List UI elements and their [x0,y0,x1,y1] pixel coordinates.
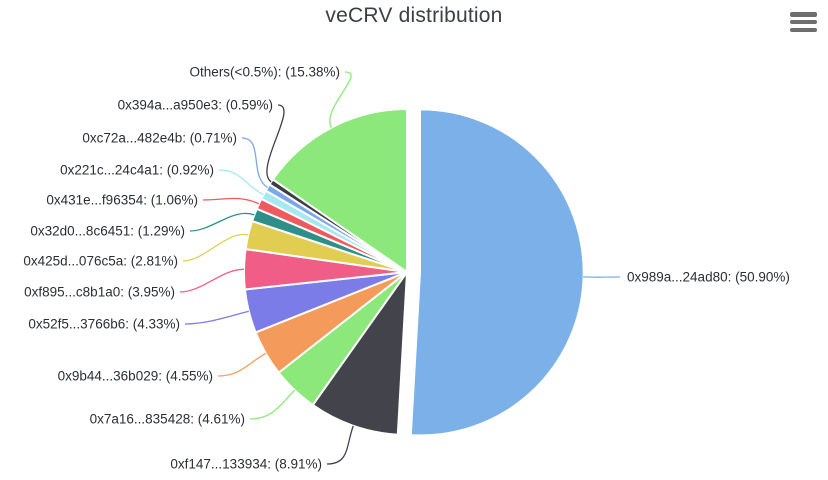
slice-label-5: 0xf895...c8b1a0: (3.95%) [24,285,175,300]
slice-label-4: 0x52f5...3766b6: (4.33%) [28,317,180,332]
menu-bar [790,27,817,33]
label-line-11 [266,104,285,183]
slice-label-8: 0x431e...f96354: (1.06%) [46,193,198,208]
slice-label-12: Others(<0.5%): (15.38%) [190,65,340,80]
hamburger-menu-icon[interactable] [790,12,817,33]
slice-label-0: 0x989a...24ad80: (50.90%) [627,270,790,285]
slice-label-1: 0xf147...133934: (8.91%) [170,457,322,472]
menu-bar [790,19,817,25]
slice-label-10: 0xc72a...482e4b: (0.71%) [82,131,237,146]
pie-slice-1[interactable] [311,271,408,436]
pie-slice-12[interactable] [271,108,408,273]
slice-label-2: 0x7a16...835428: (4.61%) [90,412,245,427]
label-line-2 [249,389,296,420]
label-line-4 [184,310,249,325]
slice-label-7: 0x32d0...8c6451: (1.29%) [30,224,185,239]
slice-label-9: 0x221c...24c4a1: (0.92%) [60,163,214,178]
label-line-1 [326,425,354,465]
label-line-12 [329,71,352,128]
slice-label-3: 0x9b44...36b029: (4.55%) [58,369,213,384]
label-line-3 [217,352,267,377]
label-line-8 [202,197,260,205]
slice-label-11: 0x394a...a950e3: (0.59%) [118,98,273,113]
menu-bar [790,12,817,17]
label-line-10 [241,137,268,189]
label-line-6 [182,233,249,262]
slice-label-6: 0x425d...076c5a: (2.81%) [23,254,178,269]
label-line-9 [218,169,264,196]
label-line-5 [179,268,245,293]
chart-title: veCRV distribution [325,4,503,27]
label-line-7 [189,212,255,232]
pie-slice-0[interactable] [409,108,585,437]
